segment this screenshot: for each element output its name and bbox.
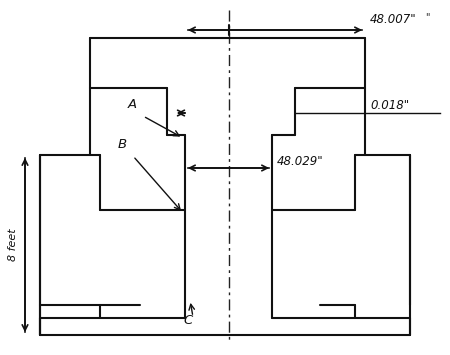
Text: 8 feet: 8 feet bbox=[8, 229, 18, 261]
Text: A: A bbox=[128, 98, 137, 111]
Text: 48.007": 48.007" bbox=[370, 13, 417, 26]
Text: ": " bbox=[425, 12, 429, 22]
Text: 48.029": 48.029" bbox=[277, 155, 324, 168]
Text: C: C bbox=[183, 314, 192, 327]
Text: B: B bbox=[118, 138, 127, 151]
Text: 0.018": 0.018" bbox=[370, 99, 409, 112]
